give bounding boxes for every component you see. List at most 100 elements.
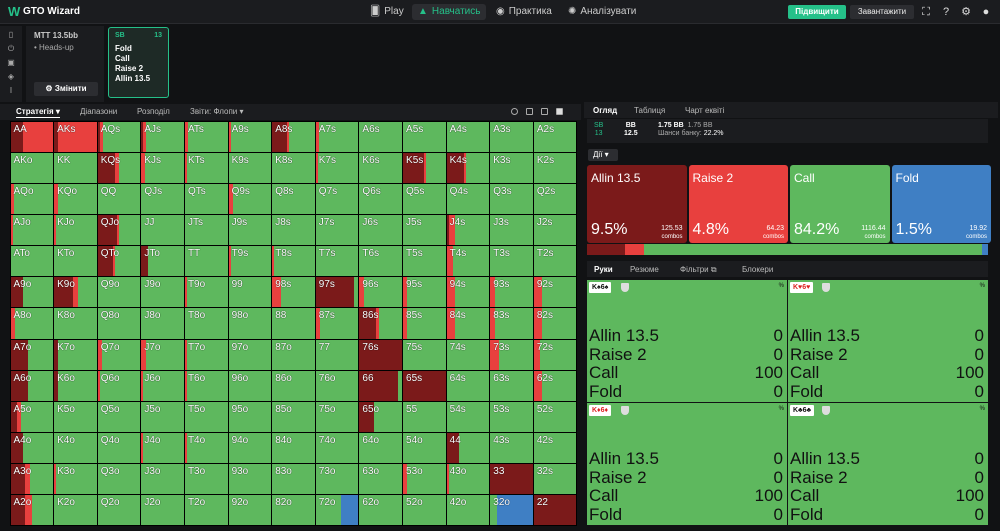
grid-cell-75o[interactable]: 75o [315, 401, 359, 433]
grid-cell-74s[interactable]: 74s [446, 339, 490, 370]
tab-breakdown[interactable]: Розподіл [137, 107, 170, 116]
view-compact-icon[interactable] [526, 108, 533, 115]
grid-cell-KTo[interactable]: KTo [54, 246, 97, 277]
view-small-icon[interactable] [541, 108, 548, 115]
grid-cell-92o[interactable]: 92o [228, 495, 272, 526]
grid-cell-Q6o[interactable]: Q6o [97, 370, 141, 401]
grid-cell-AQs[interactable]: AQs [97, 121, 141, 152]
grid-cell-55[interactable]: 55 [403, 401, 446, 433]
grid-cell-95s[interactable]: 95s [403, 277, 446, 308]
tab-reports[interactable]: Звіти: Флопи ▾ [190, 107, 244, 116]
grid-cell-J6o[interactable]: J6o [141, 370, 184, 401]
grid-cell-T6s[interactable]: T6s [359, 246, 403, 277]
grid-cell-Q4s[interactable]: Q4s [446, 183, 490, 214]
grid-cell-T4s[interactable]: T4s [446, 246, 490, 277]
grid-cell-K4s[interactable]: K4s [446, 152, 490, 183]
grid-cell-Q8s[interactable]: Q8s [272, 183, 315, 214]
grid-cell-T2s[interactable]: T2s [533, 246, 577, 277]
grid-cell-AKo[interactable]: AKo [10, 152, 54, 183]
change-button[interactable]: ⚙ Змінити [34, 82, 98, 96]
grid-cell-92s[interactable]: 92s [533, 277, 577, 308]
download-button[interactable]: Завантажити [850, 5, 914, 19]
grid-cell-84s[interactable]: 84s [446, 308, 490, 339]
grid-cell-86o[interactable]: 86o [272, 370, 315, 401]
grid-cell-Q9o[interactable]: Q9o [97, 277, 141, 308]
nav-learn[interactable]: ▲ Навчатись [412, 4, 487, 20]
tab-filters[interactable]: Фільтри ⧉ [680, 265, 717, 274]
grid-cell-K3o[interactable]: K3o [54, 464, 97, 495]
grid-cell-K5s[interactable]: K5s [403, 152, 446, 183]
grid-cell-T9s[interactable]: T9s [228, 246, 272, 277]
grid-cell-A4s[interactable]: A4s [446, 121, 490, 152]
grid-cell-63s[interactable]: 63s [490, 370, 533, 401]
grid-cell-A8o[interactable]: A8o [10, 308, 54, 339]
grid-cell-64s[interactable]: 64s [446, 370, 490, 401]
grid-cell-AKs[interactable]: AKs [54, 121, 97, 152]
tab-table[interactable]: Таблиця [634, 106, 666, 115]
grid-cell-J5o[interactable]: J5o [141, 401, 184, 433]
grid-cell-87o[interactable]: 87o [272, 339, 315, 370]
grid-cell-84o[interactable]: 84o [272, 433, 315, 464]
grid-cell-T9o[interactable]: T9o [184, 277, 228, 308]
grid-cell-98o[interactable]: 98o [228, 308, 272, 339]
grid-cell-A5o[interactable]: A5o [10, 401, 54, 433]
grid-cell-64o[interactable]: 64o [359, 433, 403, 464]
sb-action-raise[interactable]: Raise 2 [115, 64, 144, 73]
grid-cell-42s[interactable]: 42s [533, 433, 577, 464]
grid-cell-Q7o[interactable]: Q7o [97, 339, 141, 370]
grid-cell-Q4o[interactable]: Q4o [97, 433, 141, 464]
grid-cell-43o[interactable]: 43o [446, 464, 490, 495]
sb-action-card[interactable]: SB 13 Fold Call Raise 2 Allin 13.5 [108, 27, 169, 98]
grid-cell-K8s[interactable]: K8s [272, 152, 315, 183]
view-mode-icon[interactable] [511, 108, 518, 115]
grid-cell-87s[interactable]: 87s [315, 308, 359, 339]
actions-dropdown[interactable]: Дії ▾ [588, 149, 618, 161]
grid-cell-A8s[interactable]: A8s [272, 121, 315, 152]
grid-cell-95o[interactable]: 95o [228, 401, 272, 433]
grid-cell-83s[interactable]: 83s [490, 308, 533, 339]
grid-cell-K4o[interactable]: K4o [54, 433, 97, 464]
grid-cell-J9o[interactable]: J9o [141, 277, 184, 308]
gear-icon[interactable]: ⚙ [961, 6, 971, 18]
grid-cell-K5o[interactable]: K5o [54, 401, 97, 433]
grid-cell-K3s[interactable]: K3s [490, 152, 533, 183]
grid-cell-85o[interactable]: 85o [272, 401, 315, 433]
grid-cell-T5o[interactable]: T5o [184, 401, 228, 433]
logo-icon[interactable]: W [8, 4, 21, 19]
grid-cell-J4o[interactable]: J4o [141, 433, 184, 464]
grid-cell-99[interactable]: 99 [228, 277, 272, 308]
fullscreen-icon[interactable]: ⛶ [922, 6, 930, 18]
grid-cell-K7s[interactable]: K7s [315, 152, 359, 183]
grid-cell-JTo[interactable]: JTo [141, 246, 184, 277]
grid-cell-75s[interactable]: 75s [403, 339, 446, 370]
grid-cell-96s[interactable]: 96s [359, 277, 403, 308]
grid-cell-T3s[interactable]: T3s [490, 246, 533, 277]
grid-cell-88[interactable]: 88 [272, 308, 315, 339]
nav-play[interactable]: 🂠 Play [364, 4, 410, 20]
hand-card[interactable]: K♦6♦% Allin 13.5 0 Raise 2 0 Call 100 Fold 0 [587, 403, 787, 525]
grid-cell-74o[interactable]: 74o [315, 433, 359, 464]
grid-cell-QQ[interactable]: QQ [97, 183, 141, 214]
grid-cell-A7o[interactable]: A7o [10, 339, 54, 370]
grid-cell-T7o[interactable]: T7o [184, 339, 228, 370]
grid-cell-Q5s[interactable]: Q5s [403, 183, 446, 214]
grid-cell-32o[interactable]: 32o [490, 495, 533, 526]
grid-cell-K9s[interactable]: K9s [228, 152, 272, 183]
grid-cell-J8s[interactable]: J8s [272, 214, 315, 246]
grid-cell-A2s[interactable]: A2s [533, 121, 577, 152]
grid-cell-QJs[interactable]: QJs [141, 183, 184, 214]
grid-cell-K2o[interactable]: K2o [54, 495, 97, 526]
grid-cell-KQs[interactable]: KQs [97, 152, 141, 183]
grid-cell-T8o[interactable]: T8o [184, 308, 228, 339]
grid-cell-AQo[interactable]: AQo [10, 183, 54, 214]
grid-cell-Q3s[interactable]: Q3s [490, 183, 533, 214]
grid-cell-65o[interactable]: 65o [359, 401, 403, 433]
grid-cell-T6o[interactable]: T6o [184, 370, 228, 401]
grid-cell-K9o[interactable]: K9o [54, 277, 97, 308]
grid-cell-J7o[interactable]: J7o [141, 339, 184, 370]
grid-cell-A9o[interactable]: A9o [10, 277, 54, 308]
power-icon[interactable]: ⏻ [7, 44, 15, 53]
grid-cell-32s[interactable]: 32s [533, 464, 577, 495]
grid-cell-72o[interactable]: 72o [315, 495, 359, 526]
save-icon[interactable]: ▣ [7, 58, 15, 67]
